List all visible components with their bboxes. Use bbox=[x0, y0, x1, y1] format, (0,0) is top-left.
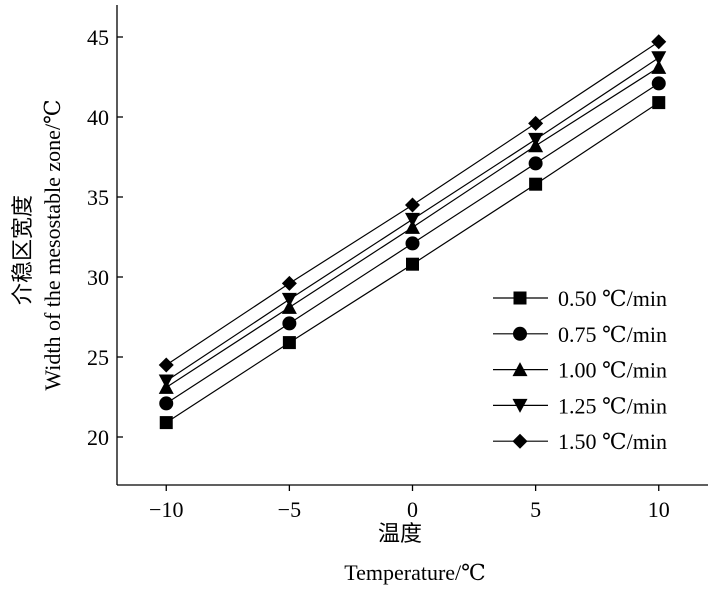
circle-marker bbox=[159, 396, 174, 411]
triangle-up-marker bbox=[512, 362, 528, 377]
diamond-marker bbox=[405, 197, 420, 213]
triangle-down-marker bbox=[528, 132, 544, 147]
diamond-marker bbox=[651, 34, 667, 50]
y-tick-label: 20 bbox=[87, 425, 109, 450]
diamond-marker bbox=[512, 433, 528, 449]
legend: 0.50 ℃/min 0.75 ℃/min 1.00 ℃/min 1.25 ℃/min… bbox=[493, 286, 667, 454]
triangle-down-marker bbox=[651, 51, 667, 66]
square-marker bbox=[652, 96, 666, 110]
legend-item: 1.50 ℃/min bbox=[493, 429, 667, 454]
circle-marker bbox=[528, 156, 543, 171]
legend-label: 0.50 ℃/min bbox=[558, 286, 667, 311]
y-tick-label: 45 bbox=[87, 25, 109, 50]
x-tick-label: −10 bbox=[149, 497, 183, 522]
diamond-marker bbox=[528, 115, 544, 131]
x-tick-label: 10 bbox=[648, 497, 670, 522]
square-marker bbox=[282, 336, 296, 350]
y-axis-label: Width of the mesostable zone/℃ bbox=[40, 99, 65, 390]
diamond-marker bbox=[158, 357, 174, 373]
axes: −10 −5 0 5 10 20 25 30 35 40 45 bbox=[87, 5, 708, 522]
x-tick-label: −5 bbox=[278, 497, 301, 522]
series-0 bbox=[159, 96, 666, 430]
y-tick-label: 30 bbox=[87, 265, 109, 290]
legend-label: 1.00 ℃/min bbox=[558, 358, 667, 383]
circle-marker bbox=[513, 326, 527, 341]
x-tick-label: 5 bbox=[530, 497, 541, 522]
triangle-down-marker bbox=[405, 212, 420, 227]
series-2 bbox=[158, 59, 667, 394]
square-marker bbox=[406, 257, 419, 271]
circle-marker bbox=[282, 316, 297, 331]
y-tick-label: 35 bbox=[87, 185, 109, 210]
triangle-down-marker bbox=[512, 398, 528, 413]
circle-marker bbox=[651, 76, 666, 91]
y-tick-label: 40 bbox=[87, 105, 109, 130]
square-marker bbox=[529, 177, 543, 191]
x-axis-label-cn: 温度 bbox=[378, 521, 422, 546]
series-4 bbox=[158, 34, 667, 373]
legend-item: 0.75 ℃/min bbox=[493, 322, 667, 347]
legend-label: 1.50 ℃/min bbox=[558, 429, 667, 454]
x-tick-label: 0 bbox=[407, 497, 418, 522]
triangle-down-marker bbox=[158, 374, 174, 389]
series-1 bbox=[159, 76, 666, 411]
x-axis-label: Temperature/℃ bbox=[344, 560, 486, 585]
y-axis-label-cn: 介稳区宽度 bbox=[10, 195, 35, 305]
triangle-down-marker bbox=[281, 292, 297, 307]
series-3 bbox=[158, 51, 667, 389]
legend-item: 1.00 ℃/min bbox=[493, 358, 667, 383]
triangle-up-marker bbox=[651, 59, 667, 74]
series-group bbox=[158, 34, 667, 430]
legend-item: 0.50 ℃/min bbox=[493, 286, 667, 311]
circle-marker bbox=[405, 236, 420, 251]
square-marker bbox=[513, 291, 527, 305]
square-marker bbox=[159, 416, 173, 430]
legend-label: 0.75 ℃/min bbox=[558, 322, 667, 347]
legend-label: 1.25 ℃/min bbox=[558, 393, 667, 418]
legend-item: 1.25 ℃/min bbox=[493, 393, 667, 418]
y-tick-label: 25 bbox=[87, 345, 109, 370]
diamond-marker bbox=[281, 275, 297, 291]
